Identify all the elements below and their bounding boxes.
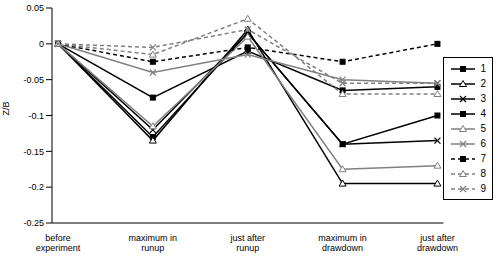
svg-text:beforeexperiment: beforeexperiment — [36, 233, 81, 253]
svg-text:0.05: 0.05 — [26, 3, 44, 13]
html-text:4: 4 — [480, 108, 486, 119]
svg-text:just afterdrawdown: just afterdrawdown — [417, 233, 458, 253]
svg-text:-0.25: -0.25 — [23, 218, 44, 228]
svg-text:-0.05: -0.05 — [23, 75, 44, 85]
html-text:1: 1 — [480, 63, 486, 74]
svg-text:maximum inrunup: maximum inrunup — [129, 233, 178, 253]
html-text:8: 8 — [480, 168, 486, 179]
svg-text:0: 0 — [39, 39, 44, 49]
html-text:6: 6 — [480, 138, 486, 149]
svg-text:maximum indrawdown: maximum indrawdown — [318, 233, 367, 253]
svg-text:Z/B: Z/B — [8, 101, 11, 115]
html-text:7: 7 — [480, 153, 486, 164]
html-text:2: 2 — [480, 78, 486, 89]
html-text:5: 5 — [480, 123, 486, 134]
svg-text:just afterrunup: just afterrunup — [229, 233, 265, 253]
svg-text:-0.15: -0.15 — [23, 147, 44, 157]
html-text:3: 3 — [480, 93, 486, 104]
svg-text:-0.2: -0.2 — [28, 182, 44, 192]
svg-text:-0.1: -0.1 — [28, 111, 44, 121]
html-text:9: 9 — [480, 183, 486, 194]
